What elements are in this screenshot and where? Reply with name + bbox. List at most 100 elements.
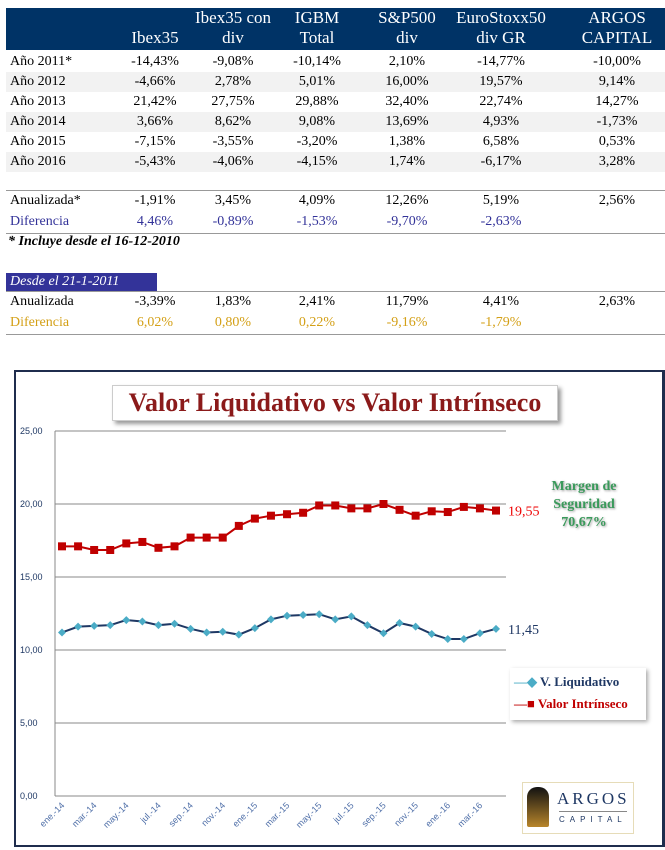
x-tick-label: ene.-14: [38, 800, 67, 829]
data-point: [331, 501, 340, 510]
chart-title: Valor Liquidativo vs Valor Intrínseco: [112, 385, 558, 421]
cell: -3,20%: [296, 134, 338, 149]
cell: 9,08%: [298, 114, 336, 129]
data-point: [411, 622, 420, 631]
x-tick-label: may.-14: [101, 800, 131, 830]
table-row: Año 2012 -4,66% 2,78% 5,01% 16,00% 19,57% 9,14…: [6, 72, 665, 92]
x-tick-label: jul.-15: [331, 800, 356, 825]
data-point: [170, 542, 179, 551]
cell: -10,00%: [593, 54, 641, 69]
column-header: Ibex35: [131, 28, 179, 47]
cell: 22,74%: [479, 94, 523, 109]
x-tick-label: ene.-15: [231, 800, 260, 829]
x-tick-label: mar.-16: [456, 800, 485, 829]
data-point: [138, 537, 147, 546]
x-tick-label: mar.-14: [70, 800, 99, 829]
summary-box: [6, 190, 665, 234]
helmet-icon: [527, 787, 549, 827]
cell: 16,00%: [385, 74, 429, 89]
x-tick-label: sep.-14: [167, 800, 195, 828]
column-header: ARGOS CAPITAL: [581, 8, 653, 47]
annotation-line: Margen de: [551, 479, 617, 494]
data-point: [74, 622, 83, 631]
legend-label: V. Liquidativo: [540, 674, 620, 689]
cell: -9,16%: [386, 315, 428, 330]
cell: -7,15%: [134, 134, 176, 149]
diamond-marker-icon: —◆: [514, 674, 537, 689]
table-row: Diferencia 6,02% 0,80% 0,22% -9,16% -1,79%: [6, 313, 665, 333]
series-line: [61, 613, 497, 641]
data-point: [218, 627, 227, 636]
data-point: [122, 616, 131, 625]
column-header: IGBM Total: [294, 8, 340, 47]
cell: 0,22%: [298, 315, 336, 330]
data-point: [427, 629, 436, 638]
row-label: Diferencia: [10, 315, 70, 330]
data-point: [106, 545, 115, 554]
data-point: [58, 628, 66, 637]
cell: 3,45%: [214, 193, 252, 208]
table-row: Año 2015 -7,15% -3,55% -3,20% 1,38% 6,58% 0,53…: [6, 132, 665, 152]
data-point: [379, 500, 388, 508]
cell: 11,79%: [385, 294, 429, 309]
cell: 3,66%: [136, 114, 174, 129]
cell: 6,58%: [482, 134, 520, 149]
data-point: [347, 612, 356, 621]
data-point: [122, 539, 131, 548]
data-point: [170, 619, 179, 628]
x-tick-label: may.-15: [294, 800, 324, 830]
data-point: [443, 635, 452, 644]
cell: 4,41%: [482, 294, 520, 309]
cell: -10,14%: [293, 54, 341, 69]
row-label: Diferencia: [10, 214, 70, 229]
cell: -1,53%: [296, 214, 338, 229]
row-label: Año 2014: [10, 114, 66, 129]
data-point: [138, 617, 147, 626]
cell: -9,70%: [386, 214, 428, 229]
cell: -0,89%: [212, 214, 254, 229]
column-header: Ibex35 con div: [194, 8, 271, 47]
series-line: [62, 502, 497, 551]
cell: -5,43%: [134, 154, 176, 169]
y-tick-label: 5,00: [20, 718, 38, 728]
data-point: [459, 502, 468, 511]
data-point: [395, 618, 404, 627]
row-label: Año 2013: [10, 94, 66, 109]
row-label: Anualizada*: [10, 193, 81, 208]
cell: 4,93%: [482, 114, 520, 129]
cell: 5,19%: [482, 193, 520, 208]
data-point: [395, 505, 404, 514]
cell: -1,73%: [596, 114, 638, 129]
data-point: [186, 533, 195, 542]
data-point: [58, 542, 66, 551]
logo-text: ARGOS: [557, 789, 630, 808]
cell: 2,56%: [598, 193, 636, 208]
table-row: Año 2011* -14,43% -9,08% -10,14% 2,10% -14,77…: [6, 52, 665, 72]
data-point: [492, 624, 500, 633]
table-row: Año 2014 3,66% 8,62% 9,08% 13,69% 4,93% -1,73%: [6, 112, 665, 132]
legend-item-intrinseco: —■ Valor Intrínseco: [514, 696, 628, 712]
y-tick-label: 20,00: [20, 499, 43, 509]
column-header: S&P500 div: [378, 8, 436, 47]
cell: 6,02%: [136, 315, 174, 330]
cell: 4,46%: [136, 214, 174, 229]
data-point: [363, 504, 372, 513]
cell: 4,09%: [298, 193, 336, 208]
data-point: [106, 621, 115, 630]
legend-item-liquidativo: —◆ V. Liquidativo: [514, 674, 619, 690]
data-point: [299, 508, 308, 517]
annotation-line: Seguridad: [553, 497, 615, 512]
data-point: [347, 504, 356, 513]
data-point: [266, 615, 275, 624]
cell: -1,91%: [134, 193, 176, 208]
x-tick-label: nov.-14: [199, 800, 227, 828]
data-point: [475, 504, 484, 513]
x-tick-label: mar.-15: [263, 800, 292, 829]
cell: 1,38%: [388, 134, 426, 149]
table-row: Año 2016 -5,43% -4,06% -4,15% 1,74% -6,17% 3,2…: [6, 152, 665, 172]
row-label: Año 2015: [10, 134, 66, 149]
legend: —◆ V. Liquidativo —■ Valor Intrínseco: [510, 668, 646, 720]
x-tick-label: nov.-15: [392, 800, 420, 828]
data-point: [250, 514, 259, 523]
cell: 5,01%: [298, 74, 336, 89]
